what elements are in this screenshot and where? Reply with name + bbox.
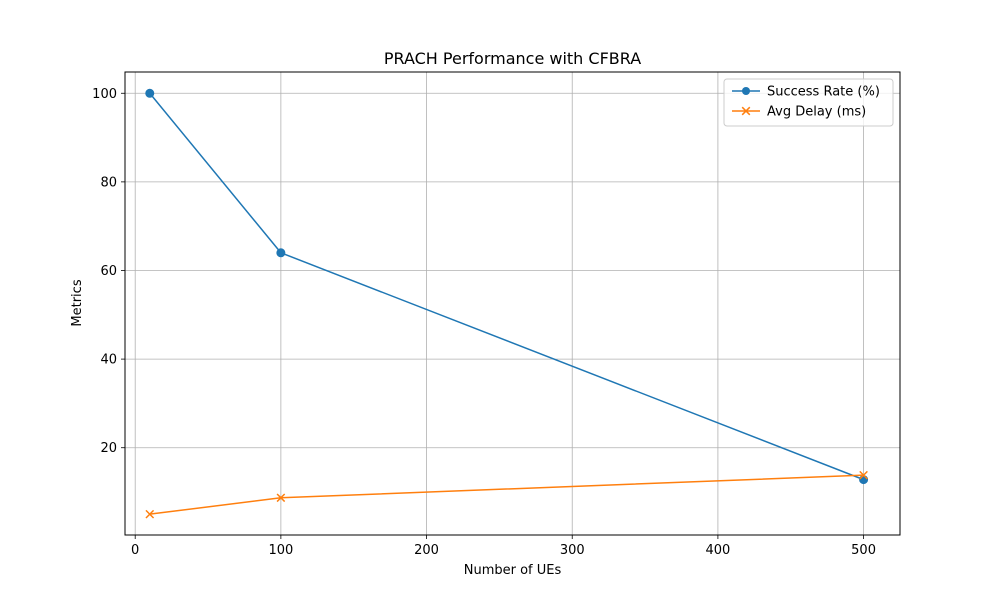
plot-frame — [124, 71, 901, 536]
x-tick-label: 300 — [560, 543, 585, 558]
x-tick-label: 500 — [851, 543, 876, 558]
x-tick-label: 400 — [705, 543, 730, 558]
series-1-point — [859, 475, 869, 485]
y-tick-label: 40 — [100, 353, 117, 368]
series-1-point — [145, 88, 155, 98]
x-tick-label: 0 — [131, 543, 139, 558]
y-tick-label: 80 — [100, 175, 117, 190]
legend-label: Avg Delay (ms) — [767, 105, 866, 120]
legend-swatch-marker — [741, 106, 751, 116]
y-tick-label: 20 — [100, 441, 117, 456]
series-1-point — [276, 248, 286, 258]
series-2-point — [859, 470, 868, 480]
chart-title: PRACH Performance with CFBRA — [384, 49, 641, 68]
x-tick-label: 100 — [268, 543, 293, 558]
legend: Success Rate (%) Avg Delay (ms) — [723, 78, 894, 127]
y-tick-label: 100 — [92, 87, 117, 102]
series-layer — [145, 88, 869, 519]
axis-ticks: 0 100 200 300 400 500 20 40 60 80 100 — [92, 87, 876, 558]
x-tick-label: 200 — [414, 543, 439, 558]
legend-label: Success Rate (%) — [767, 85, 880, 100]
series-2-point — [276, 493, 286, 503]
legend-swatch-marker — [742, 87, 750, 95]
series-2-point — [145, 509, 155, 519]
legend-box — [723, 78, 894, 127]
x-axis-title: Number of UEs — [464, 563, 562, 578]
y-tick-label: 60 — [100, 264, 117, 279]
y-axis-title: Metrics — [70, 279, 85, 326]
